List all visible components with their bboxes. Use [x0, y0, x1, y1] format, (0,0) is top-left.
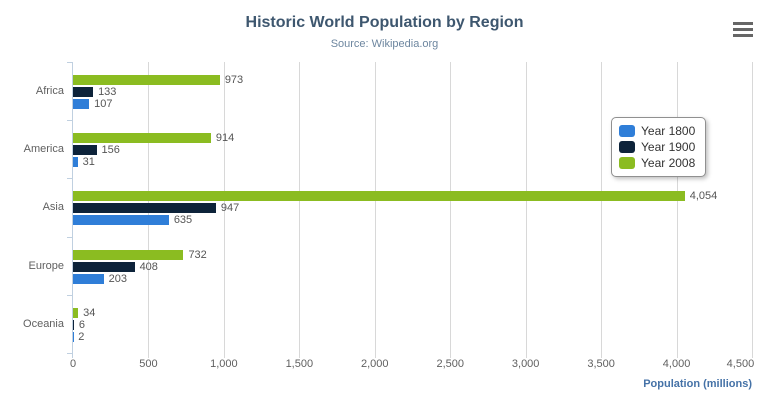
category-axis-tick	[67, 178, 73, 180]
bar-year-1900[interactable]	[73, 319, 74, 330]
bar-value-label: 2	[78, 330, 85, 343]
bar-value-label: 156	[101, 144, 120, 157]
hamburger-menu-icon	[733, 21, 753, 25]
x-tick-label: 1,000	[210, 358, 238, 370]
bar-year-1900[interactable]	[73, 203, 216, 214]
gridline	[223, 62, 225, 358]
x-tick-label: 4,500	[726, 358, 755, 370]
legend-item-year-1800[interactable]: Year 1800	[619, 123, 695, 139]
x-tick-label: 2,500	[436, 358, 464, 370]
legend-item-label: Year 1800	[641, 124, 696, 138]
bar-year-1900[interactable]	[73, 261, 135, 272]
category-row: Africa 973 133 107	[36, 62, 752, 120]
category-axis-tick	[67, 62, 73, 63]
x-tick-label: 2,000	[361, 358, 389, 370]
category-axis-line	[72, 62, 73, 358]
bar-value-label: 732	[188, 248, 207, 261]
x-tick-label: 0	[69, 358, 77, 370]
category-label: America	[23, 143, 64, 156]
x-tick-label: 3,000	[511, 358, 540, 370]
category-axis-tick	[67, 294, 73, 296]
gridline	[450, 62, 452, 358]
x-tick-label: 1,500	[285, 358, 314, 370]
gridline	[752, 62, 753, 358]
bar-year-2008[interactable]	[73, 249, 184, 260]
legend-swatch-icon	[619, 141, 635, 153]
bar-year-2008[interactable]	[73, 75, 220, 85]
category-row: Europe 732 408 203	[29, 237, 752, 295]
category-label: Africa	[35, 85, 64, 98]
bar-year-1800[interactable]	[73, 99, 90, 109]
category-row: Asia 4,054 947 635	[43, 178, 752, 236]
bar-year-2008[interactable]	[73, 133, 211, 144]
legend-item-label: Year 1900	[641, 140, 696, 154]
x-tick-label: 4,000	[662, 358, 691, 370]
category-label: Oceania	[23, 317, 64, 330]
bar-year-1900[interactable]	[73, 87, 94, 97]
x-axis-title: Population (millions)	[643, 378, 752, 390]
bar-value-label: 203	[108, 272, 127, 285]
bar-value-label: 133	[98, 86, 117, 98]
gridline	[525, 62, 527, 358]
hamburger-menu-icon	[733, 27, 753, 31]
legend-swatch-icon	[619, 125, 635, 137]
category-row: Oceania 34 6 2	[23, 295, 752, 353]
category-label: Asia	[42, 201, 64, 214]
category-row: America 914 156 31	[24, 120, 752, 178]
bar-year-1800[interactable]	[73, 157, 78, 168]
x-tick-label: 3,500	[587, 358, 615, 370]
bar-year-1800[interactable]	[73, 273, 104, 284]
chart-subtitle: Source: Wikipedia.org	[330, 38, 439, 50]
bar-value-label: 635	[173, 214, 193, 227]
legend: Year 1800 Year 1900 Year 2008	[611, 117, 707, 177]
bar-value-label: 947	[220, 202, 240, 215]
legend-swatch-icon	[619, 157, 635, 169]
category-axis-tick	[67, 236, 73, 238]
category-axis-tick	[67, 353, 73, 354]
bar-year-2008[interactable]	[73, 307, 79, 318]
hamburger-menu-icon	[733, 33, 753, 37]
bar-value-label: 914	[215, 132, 235, 145]
bar-value-label: 107	[94, 98, 113, 110]
bar-value-label: 6	[78, 318, 86, 331]
legend-item-year-1900[interactable]: Year 1900	[619, 139, 695, 155]
legend-item-year-2008[interactable]: Year 2008	[619, 155, 695, 171]
category-label: Europe	[28, 259, 64, 272]
bar-value-label: 34	[83, 306, 96, 319]
legend-item-label: Year 2008	[641, 156, 696, 170]
export-menu-button[interactable]	[731, 19, 755, 39]
gridline	[299, 62, 301, 358]
x-tick-label: 500	[139, 358, 158, 370]
bar-value-label: 408	[139, 260, 158, 273]
category-axis-tick	[67, 120, 73, 122]
bar-year-1800[interactable]	[73, 215, 169, 226]
gridline	[374, 62, 376, 358]
gridline	[676, 62, 678, 358]
bar-value-label: 31	[82, 156, 95, 169]
chart-title: Historic World Population by Region	[245, 14, 524, 31]
bar-value-label: 4,054	[689, 190, 718, 203]
plot-area: Africa 973 133 107 America 914 156 31 Asia 4,054 9…	[23, 62, 753, 358]
gridline	[601, 62, 603, 358]
bar-year-2008[interactable]	[73, 191, 685, 202]
bar-year-1900[interactable]	[73, 145, 97, 156]
bar-value-label: 973	[224, 74, 244, 86]
